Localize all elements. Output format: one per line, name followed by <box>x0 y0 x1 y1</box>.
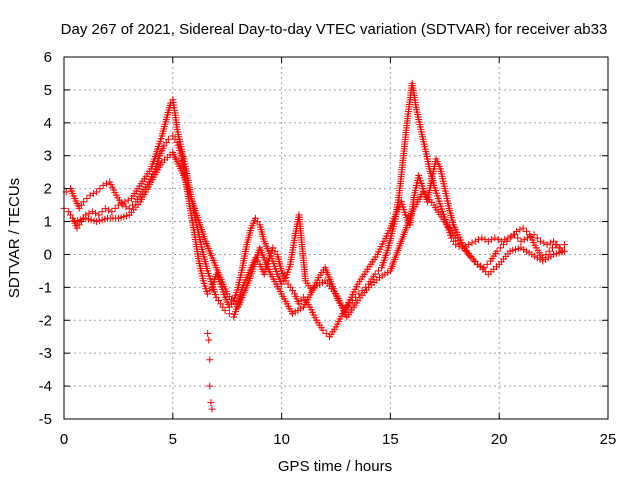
data-point <box>371 270 379 278</box>
data-point <box>500 241 508 249</box>
x-tick-label: 15 <box>382 431 399 448</box>
data-point <box>560 241 568 249</box>
data-point <box>471 237 479 245</box>
data-point <box>207 399 215 407</box>
data-point <box>108 208 116 216</box>
data-point <box>86 191 94 199</box>
data-point <box>221 306 229 314</box>
data-point <box>520 236 528 244</box>
data-point <box>88 208 96 216</box>
data-point <box>546 239 554 247</box>
data-point <box>101 204 109 212</box>
x-axis-title: GPS time / hours <box>278 458 392 475</box>
data-point <box>483 260 491 268</box>
data-point <box>488 236 496 244</box>
data-point <box>468 239 476 247</box>
data-point <box>560 247 568 255</box>
data-point <box>513 227 521 235</box>
data-point <box>465 241 473 249</box>
data-point <box>543 241 551 249</box>
data-point <box>83 195 91 203</box>
data-point <box>491 234 499 242</box>
data-point <box>96 185 104 193</box>
data-point <box>111 204 119 212</box>
data-point <box>533 234 541 242</box>
data-point <box>125 204 133 212</box>
data-point <box>540 239 548 247</box>
x-tick-label: 25 <box>600 431 617 448</box>
y-tick-label: 2 <box>44 181 52 198</box>
data-point <box>102 180 110 188</box>
y-tick-label: -5 <box>39 411 52 428</box>
y-tick-label: 6 <box>44 49 52 66</box>
data-point <box>452 241 460 249</box>
data-point <box>517 237 525 245</box>
data-point <box>503 237 511 245</box>
x-tick-label: 10 <box>273 431 290 448</box>
x-tick-label: 20 <box>491 431 508 448</box>
data-point <box>122 203 130 211</box>
data-point <box>98 208 106 216</box>
data-point <box>119 201 127 209</box>
data-point <box>493 247 501 255</box>
data-point <box>205 336 213 344</box>
data-points <box>60 79 568 413</box>
plot-frame <box>63 56 609 420</box>
data-point <box>124 196 132 204</box>
chart-title: Day 267 of 2021, Sidereal Day-to-day VTE… <box>61 21 608 38</box>
data-point <box>516 226 524 234</box>
data-point <box>89 190 97 198</box>
y-tick-label: -2 <box>39 312 52 329</box>
y-tick-label: 3 <box>44 148 52 165</box>
data-point <box>99 181 107 189</box>
data-point <box>80 198 88 206</box>
data-point <box>506 234 514 242</box>
data-point <box>85 209 93 217</box>
data-point <box>549 244 557 252</box>
data-point <box>206 382 214 390</box>
data-point <box>225 310 233 318</box>
data-point <box>545 247 553 255</box>
y-tick-label: 5 <box>44 82 52 99</box>
data-point <box>484 237 492 245</box>
data-point <box>494 236 502 244</box>
data-point <box>514 234 522 242</box>
data-point <box>509 231 517 239</box>
y-tick-label: -3 <box>39 345 52 362</box>
data-point <box>208 405 216 413</box>
data-point <box>478 234 486 242</box>
data-point <box>92 209 100 217</box>
data-point <box>480 264 488 272</box>
data-point <box>519 224 527 232</box>
data-point <box>522 227 530 235</box>
x-tick-label: 0 <box>60 431 68 448</box>
data-point <box>537 237 545 245</box>
data-point <box>93 188 101 196</box>
data-point <box>481 236 489 244</box>
y-tick-label: -1 <box>39 279 52 296</box>
data-point <box>496 244 504 252</box>
data-point <box>322 329 330 337</box>
data-point <box>105 206 113 214</box>
y-tick-label: -4 <box>39 378 52 395</box>
data-point <box>206 356 214 364</box>
data-point <box>95 211 103 219</box>
data-point <box>164 135 172 143</box>
data-point <box>475 236 483 244</box>
data-point <box>319 326 327 334</box>
data-point <box>374 267 382 275</box>
data-point <box>552 241 560 249</box>
y-tick-label: 4 <box>44 115 52 132</box>
y-tick-label: 0 <box>44 246 52 263</box>
x-tick-label: 5 <box>169 431 177 448</box>
data-point <box>204 329 212 337</box>
y-tick-label: 1 <box>44 214 52 231</box>
data-point <box>355 290 363 298</box>
y-axis-title: SDTVAR / TECUs <box>6 178 23 298</box>
